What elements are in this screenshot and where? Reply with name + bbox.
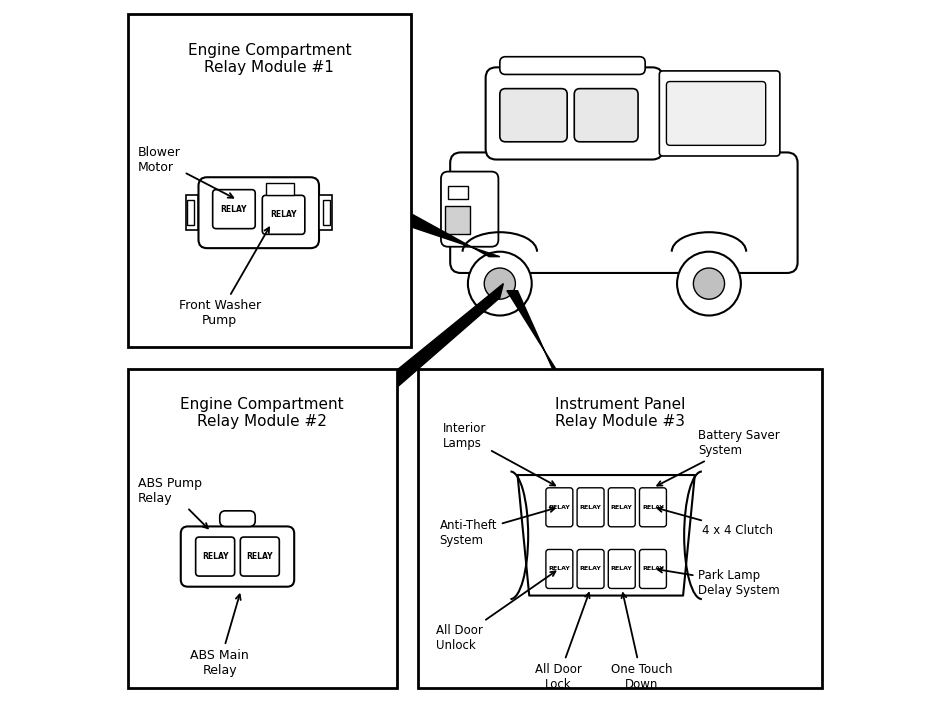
Text: Anti-Theft
System: Anti-Theft System <box>440 508 555 547</box>
FancyBboxPatch shape <box>450 152 798 273</box>
Text: RELAY: RELAY <box>548 566 570 571</box>
Text: Engine Compartment
Relay Module #2: Engine Compartment Relay Module #2 <box>180 397 344 430</box>
Circle shape <box>468 252 532 316</box>
Text: RELAY: RELAY <box>247 552 273 561</box>
FancyBboxPatch shape <box>219 510 256 526</box>
Text: RELAY: RELAY <box>642 505 664 510</box>
FancyBboxPatch shape <box>485 67 663 160</box>
Text: Interior
Lamps: Interior Lamps <box>443 423 555 486</box>
Bar <box>187 200 194 225</box>
Circle shape <box>694 268 725 299</box>
Bar <box>266 182 294 195</box>
Text: ABS Main
Relay: ABS Main Relay <box>190 594 249 676</box>
Text: 4 x 4 Clutch: 4 x 4 Clutch <box>657 507 773 537</box>
Text: All Door
Lock: All Door Lock <box>535 593 590 691</box>
Text: Park Lamp
Delay System: Park Lamp Delay System <box>657 568 780 597</box>
Bar <box>319 195 332 230</box>
Text: RELAY: RELAY <box>271 211 296 219</box>
Bar <box>448 186 468 199</box>
Text: RELAY: RELAY <box>580 566 601 571</box>
Text: RELAY: RELAY <box>580 505 601 510</box>
Text: ABS Pump
Relay: ABS Pump Relay <box>138 476 208 528</box>
Bar <box>446 206 470 234</box>
FancyBboxPatch shape <box>441 172 499 247</box>
Polygon shape <box>507 291 563 393</box>
Text: Engine Compartment
Relay Module #1: Engine Compartment Relay Module #1 <box>187 43 352 75</box>
Text: RELAY: RELAY <box>202 552 228 561</box>
Text: Blower
Motor: Blower Motor <box>138 145 234 198</box>
Bar <box>323 200 331 225</box>
FancyBboxPatch shape <box>500 89 567 142</box>
Text: All Door
Unlock: All Door Unlock <box>436 571 556 652</box>
Bar <box>418 369 823 688</box>
Text: RELAY: RELAY <box>548 505 570 510</box>
Text: Battery Saver
System: Battery Saver System <box>657 430 780 486</box>
Text: RELAY: RELAY <box>611 566 633 571</box>
FancyBboxPatch shape <box>574 89 638 142</box>
Circle shape <box>484 268 516 299</box>
Bar <box>186 195 199 230</box>
Bar <box>127 369 397 688</box>
Text: One Touch
Down: One Touch Down <box>611 593 673 691</box>
FancyBboxPatch shape <box>500 57 645 74</box>
Text: RELAY: RELAY <box>611 505 633 510</box>
Text: Front Washer
Pump: Front Washer Pump <box>179 228 269 327</box>
Text: Instrument Panel
Relay Module #3: Instrument Panel Relay Module #3 <box>555 397 686 430</box>
Bar <box>127 14 411 347</box>
FancyBboxPatch shape <box>659 71 780 156</box>
Text: RELAY: RELAY <box>642 566 664 571</box>
Polygon shape <box>390 202 500 257</box>
Polygon shape <box>390 284 504 393</box>
Text: RELAY: RELAY <box>220 205 247 213</box>
FancyBboxPatch shape <box>667 82 766 145</box>
Circle shape <box>677 252 741 316</box>
